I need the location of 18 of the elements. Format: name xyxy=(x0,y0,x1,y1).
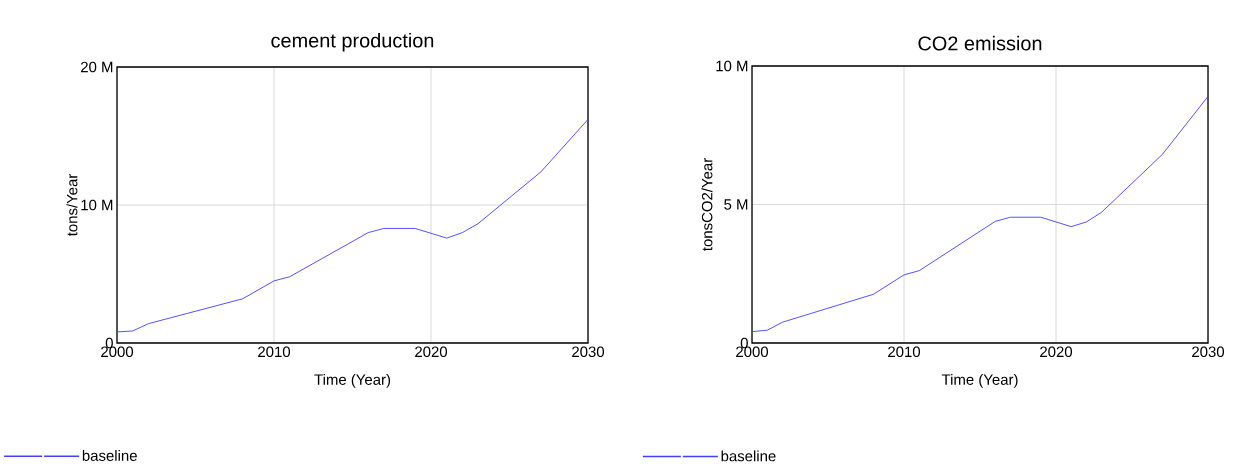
y-axis-title: tons/Year xyxy=(66,174,78,237)
y-tick-label: 10 M xyxy=(81,199,113,211)
x-tick-label: 2030 xyxy=(1192,346,1225,358)
x-tick-label: 2010 xyxy=(888,346,921,358)
chart-title: CO2 emission xyxy=(918,36,1042,51)
legend-label: baseline xyxy=(721,450,776,462)
x-tick-label: 2010 xyxy=(258,346,291,358)
x-axis-title: Time (Year) xyxy=(314,374,391,388)
y-tick-label: 20 M xyxy=(81,61,113,73)
legend-label: baseline xyxy=(82,450,137,462)
y-tick-label: 5 M xyxy=(724,199,748,210)
x-tick-label: 2020 xyxy=(1040,346,1073,358)
y-axis-title: tonsCO2/Year xyxy=(701,158,713,252)
x-tick-label: 2030 xyxy=(572,346,605,358)
x-axis-title: Time (Year) xyxy=(941,374,1018,388)
chart-title: cement production xyxy=(271,33,434,52)
y-tick-label: 10 M xyxy=(716,60,748,72)
x-tick-label: 2020 xyxy=(415,346,448,358)
